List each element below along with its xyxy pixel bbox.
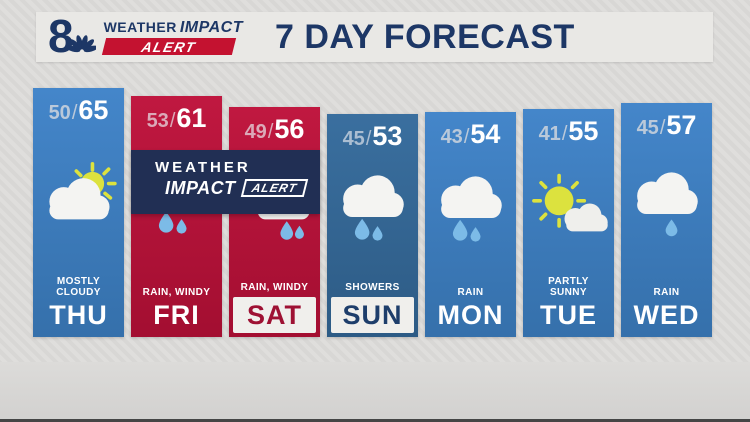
temp-separator: / xyxy=(561,123,568,145)
temps-thu: 50 / 65 xyxy=(49,97,109,124)
high-temp: 54 xyxy=(470,119,501,149)
temp-separator: / xyxy=(659,117,666,139)
header-band: 8 WEATHER IMPACT ALERT 7 D xyxy=(36,12,713,62)
rain-icon xyxy=(332,170,414,251)
low-temp: 43 xyxy=(440,126,463,148)
overlay-impact-label: IMPACT xyxy=(165,178,236,198)
forecast-column-wed: 45 / 57 RAIN WED xyxy=(621,103,712,337)
overlay-alert-badge: ALERT xyxy=(240,179,308,197)
temps-mon: 43 / 54 xyxy=(441,121,501,148)
day-label-sun: SUN xyxy=(342,299,403,330)
day-label-fri: FRI xyxy=(153,300,200,330)
station-logo-8: 8 xyxy=(48,10,74,63)
temp-separator: / xyxy=(365,128,372,150)
condition-label: RAIN, WINDY xyxy=(240,282,309,293)
low-temp: 53 xyxy=(146,110,169,132)
condition-label: RAIN xyxy=(653,287,680,298)
weather-impact-alert-brand: WEATHER IMPACT ALERT xyxy=(101,18,243,55)
brand-weather-label: WEATHER xyxy=(103,18,177,35)
bottom-gradient-area xyxy=(0,362,750,422)
partly-sunny-icon xyxy=(528,172,610,249)
forecast-column-fri: 53 / 61 RAIN, W xyxy=(131,96,222,337)
day-label-sat: SAT xyxy=(247,299,302,330)
temp-separator: / xyxy=(463,126,470,148)
forecast-column-mon: 43 / 54 RAIN xyxy=(425,112,516,337)
high-temp: 56 xyxy=(274,114,305,144)
day-label-tue: TUE xyxy=(540,300,597,330)
low-temp: 41 xyxy=(538,123,561,145)
temps-wed: 45 / 57 xyxy=(637,112,697,139)
condition-label: PARTLY SUNNY xyxy=(548,276,589,298)
day-label-mon: MON xyxy=(437,300,504,330)
overlay-weather-label: WEATHER xyxy=(155,159,251,176)
high-temp: 53 xyxy=(372,121,403,151)
condition-label: RAIN xyxy=(457,287,484,298)
temp-separator: / xyxy=(71,102,78,124)
temps-sun: 45 / 53 xyxy=(343,123,403,150)
day-label-wed: WED xyxy=(633,300,700,330)
day-label-thu: THU xyxy=(49,300,108,330)
bottom-edge-line xyxy=(0,419,750,422)
temps-tue: 41 / 55 xyxy=(539,118,599,145)
condition-label: RAIN, WINDY xyxy=(142,287,211,298)
nbc-peacock-icon xyxy=(65,32,98,59)
high-temp: 61 xyxy=(176,103,207,133)
brand-alert-badge: ALERT xyxy=(101,37,236,55)
brand-alert-label: ALERT xyxy=(139,38,198,54)
low-temp: 45 xyxy=(342,128,365,150)
high-temp: 55 xyxy=(568,116,599,146)
temps-sat: 49 / 56 xyxy=(245,116,305,143)
low-temp: 50 xyxy=(48,102,71,124)
condition-label: MOSTLY CLOUDY xyxy=(56,276,101,298)
temp-separator: / xyxy=(267,121,274,143)
forecast-column-sat: 49 / 56 xyxy=(229,107,320,337)
weather-impact-alert-overlay: WEATHER IMPACT ALERT xyxy=(131,150,320,214)
rain-icon xyxy=(626,167,708,248)
condition-label: SHOWERS xyxy=(345,282,400,293)
low-temp: 45 xyxy=(636,117,659,139)
page-title: 7 DAY FORECAST xyxy=(274,18,575,56)
forecast-column-sun: 45 / 53 SHOWERS xyxy=(327,114,418,337)
high-temp: 65 xyxy=(78,95,109,125)
brand-impact-label: IMPACT xyxy=(179,18,243,36)
rain-icon xyxy=(430,171,512,252)
temps-fri: 53 / 61 xyxy=(147,105,207,132)
forecast-column-tue: 41 / 55 xyxy=(523,109,614,337)
high-temp: 57 xyxy=(666,110,697,140)
day-highlight-box-sun: SUN xyxy=(331,297,414,333)
forecast-column-thu: 50 / 65 xyxy=(33,88,124,337)
low-temp: 49 xyxy=(244,121,267,143)
day-highlight-box-sat: SAT xyxy=(233,297,316,333)
partly-cloudy-icon xyxy=(38,162,120,237)
temp-separator: / xyxy=(169,110,176,132)
